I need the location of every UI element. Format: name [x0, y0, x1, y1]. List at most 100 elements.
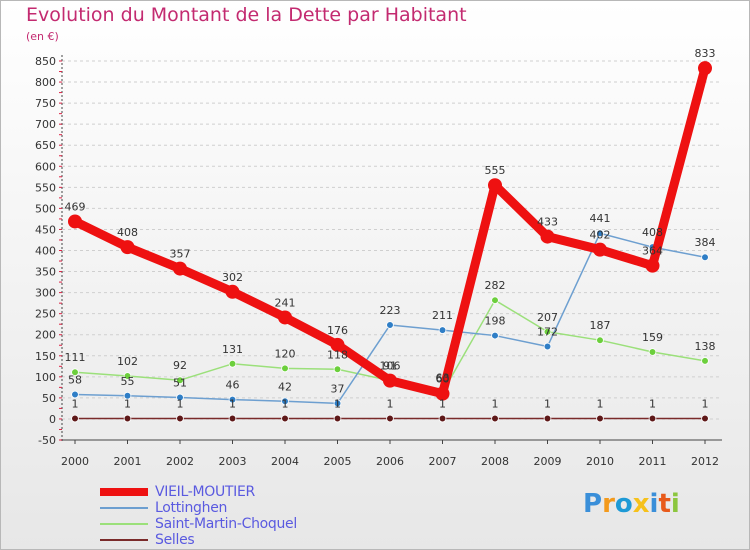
data-label: 120	[275, 347, 296, 360]
data-point	[648, 348, 657, 356]
y-tick-label: 300	[35, 287, 56, 300]
logo-letter: t	[658, 489, 671, 519]
data-point	[173, 261, 187, 276]
y-tick-label: 800	[35, 76, 56, 89]
data-point	[71, 414, 79, 423]
legend-swatch	[100, 488, 148, 496]
data-point	[123, 414, 132, 423]
data-point	[68, 214, 82, 229]
x-tick-label: 2006	[376, 455, 404, 468]
data-label: 63	[436, 371, 450, 384]
y-tick-label: 100	[35, 371, 56, 384]
data-point	[593, 242, 607, 257]
legend-swatch	[100, 539, 148, 541]
data-label: 1	[492, 398, 499, 411]
data-label: 176	[327, 324, 348, 337]
data-label: 833	[695, 47, 716, 60]
data-label: 469	[65, 200, 86, 213]
data-label: 106	[380, 360, 401, 373]
data-point	[228, 395, 237, 404]
data-label: 111	[65, 351, 86, 364]
data-label: 118	[327, 348, 348, 361]
data-label: 1	[387, 398, 394, 411]
chart-unit: (en €)	[26, 30, 59, 43]
y-tick-label: 50	[42, 392, 56, 405]
chart-title: Evolution du Montant de la Dette par Hab…	[26, 4, 467, 26]
proxiti-logo: Proxiti	[583, 489, 680, 519]
x-tick-label: 2009	[534, 455, 562, 468]
y-tick-label: -50	[38, 434, 56, 447]
data-point	[123, 372, 132, 380]
data-point	[281, 364, 289, 373]
legend-swatch	[100, 523, 148, 525]
y-tick-label: 450	[35, 223, 56, 236]
x-tick-label: 2003	[219, 455, 247, 468]
data-label: 357	[170, 248, 191, 261]
data-point	[645, 258, 660, 273]
data-point	[543, 342, 552, 351]
data-label: 1	[334, 398, 341, 411]
data-label: 441	[590, 212, 611, 225]
data-label: 1	[229, 398, 236, 411]
data-point	[71, 390, 79, 399]
data-label: 187	[590, 319, 611, 332]
data-label: 241	[275, 296, 296, 309]
y-tick-label: 850	[35, 55, 56, 68]
data-point	[491, 414, 499, 423]
data-point	[176, 393, 184, 402]
y-tick-label: 600	[35, 160, 56, 173]
data-label: 91	[383, 360, 397, 373]
data-label: 555	[485, 164, 506, 177]
data-point	[333, 365, 342, 374]
y-tick-label: 150	[35, 350, 56, 363]
data-point	[438, 326, 447, 334]
y-tick-label: 500	[35, 202, 56, 215]
y-tick-label: 0	[49, 413, 56, 426]
x-tick-label: 2010	[586, 455, 614, 468]
data-point	[120, 240, 135, 255]
data-point	[491, 331, 499, 340]
data-label: 1	[72, 398, 79, 411]
data-label: 42	[278, 380, 292, 393]
data-point	[330, 337, 345, 352]
data-point	[333, 414, 342, 423]
data-label: 138	[695, 340, 716, 353]
data-label: 159	[642, 331, 663, 344]
y-tick-label: 350	[35, 266, 56, 279]
data-point	[176, 376, 184, 385]
data-label: 1	[649, 398, 656, 411]
data-label: 1	[124, 398, 131, 411]
data-label: 207	[537, 311, 558, 324]
data-label: 282	[485, 279, 506, 292]
data-point	[278, 310, 292, 325]
data-point	[225, 284, 240, 299]
data-point	[543, 327, 552, 336]
data-point	[386, 321, 394, 329]
data-label: 1	[597, 398, 604, 411]
data-point	[281, 414, 289, 423]
data-point	[281, 397, 289, 406]
data-label: 198	[485, 315, 506, 328]
x-tick-label: 2011	[639, 455, 667, 468]
x-tick-label: 2000	[61, 455, 89, 468]
data-point	[596, 336, 604, 344]
data-label: 1	[177, 398, 184, 411]
data-point	[71, 368, 79, 377]
data-point	[701, 414, 709, 423]
data-point	[333, 399, 342, 408]
data-point	[488, 178, 502, 193]
x-tick-label: 2008	[481, 455, 509, 468]
data-point	[228, 414, 237, 423]
data-point	[596, 229, 604, 238]
legend-label: VIEIL-MOUTIER	[155, 484, 255, 500]
y-tick-label: 250	[35, 308, 56, 321]
data-label: 60	[436, 373, 450, 386]
data-label: 302	[222, 271, 243, 284]
data-label: 172	[537, 326, 558, 339]
data-label: 1	[282, 398, 289, 411]
data-point	[438, 414, 447, 423]
y-tick-label: 650	[35, 139, 56, 152]
data-label: 1	[439, 398, 446, 411]
line-chart: -50 0 50 100 150 200 250 300 350 400 450 500 550 600 6…	[35, 47, 722, 468]
